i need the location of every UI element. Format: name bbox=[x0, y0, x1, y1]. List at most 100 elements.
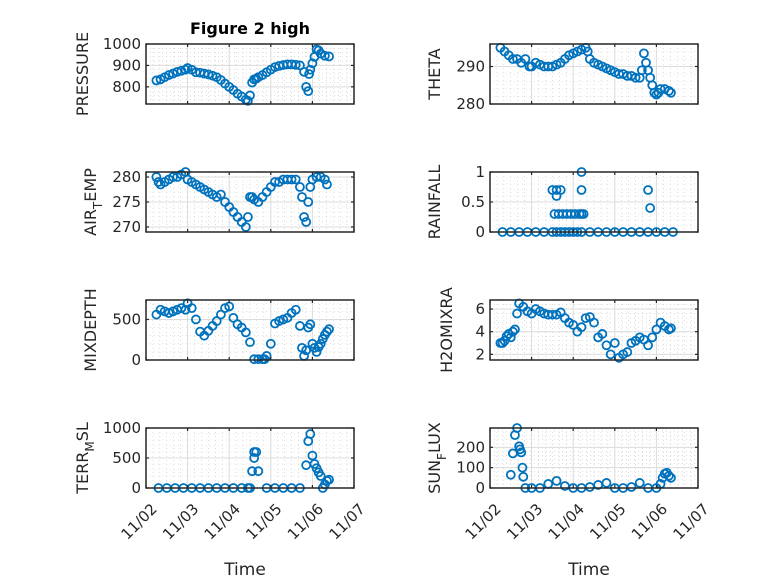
axes-box bbox=[145, 43, 355, 105]
data-point bbox=[551, 185, 562, 195]
subplot-h2omixra: 2 4 6 H2OMIXRA bbox=[437, 287, 699, 373]
data-point bbox=[651, 324, 662, 335]
data-point bbox=[645, 203, 656, 213]
subplot-air-temp: 270 275 280 AIRTEMP bbox=[81, 167, 355, 236]
data-point bbox=[666, 323, 676, 334]
data-point bbox=[243, 212, 253, 222]
data-point bbox=[643, 185, 653, 195]
data-point bbox=[605, 349, 616, 360]
x-tick-label: 11/05 bbox=[242, 500, 285, 543]
data-point bbox=[286, 174, 297, 185]
data-point bbox=[303, 86, 314, 97]
data-point bbox=[305, 64, 316, 75]
y-tick-label: 6 bbox=[475, 300, 485, 318]
subplot-terr-msl: 0 500 1000 TERRMSL 11/0211/0311/0411/0511/06… bbox=[73, 419, 369, 580]
data-point bbox=[601, 478, 612, 488]
data-point bbox=[203, 69, 214, 80]
y-tick-label: 1 bbox=[475, 163, 485, 181]
data-point bbox=[634, 478, 645, 488]
data-point bbox=[626, 482, 637, 492]
data-point bbox=[663, 85, 674, 96]
y-tick-label: 800 bbox=[112, 78, 141, 96]
data-point bbox=[251, 447, 262, 457]
y-tick-label: 290 bbox=[456, 58, 485, 76]
data-point bbox=[597, 329, 608, 339]
data-point bbox=[295, 182, 305, 192]
y-tick-label: 2 bbox=[475, 345, 485, 363]
y-axis-label: TERRMSL bbox=[73, 422, 97, 495]
data-point bbox=[576, 322, 587, 333]
data-point bbox=[290, 59, 301, 70]
y-tick-label: 1000 bbox=[103, 419, 141, 437]
data-point bbox=[265, 338, 276, 349]
y-tick-label: 4 bbox=[475, 323, 485, 341]
data-point bbox=[301, 217, 312, 227]
data-point bbox=[307, 58, 318, 69]
data-point bbox=[297, 192, 307, 202]
x-tick-label: 11/04 bbox=[545, 500, 588, 543]
data-point bbox=[270, 177, 280, 187]
y-axis-label: THETA bbox=[425, 48, 444, 100]
data-point bbox=[510, 324, 520, 335]
data-point bbox=[305, 319, 316, 330]
data-point bbox=[290, 174, 301, 185]
data-point bbox=[609, 338, 620, 348]
y-axis-label: SUNFLUX bbox=[425, 422, 449, 494]
y-tick-label: 900 bbox=[112, 56, 141, 74]
data-point bbox=[151, 75, 162, 86]
y-tick-label: 200 bbox=[456, 438, 485, 456]
data-point bbox=[168, 172, 178, 182]
y-tick-label: 100 bbox=[456, 459, 485, 477]
x-tick-label: 11/07 bbox=[325, 500, 368, 543]
x-axis-label: Time bbox=[567, 560, 610, 580]
y-axis-label: AIRTEMP bbox=[81, 168, 105, 236]
data-point bbox=[253, 466, 264, 477]
data-point bbox=[622, 347, 633, 357]
data-point bbox=[639, 48, 649, 59]
subplot-sun-flux: 0 100 200 SUNFLUX 11/0211/0311/0411/0511/061… bbox=[425, 422, 713, 580]
data-point bbox=[636, 65, 647, 76]
data-point bbox=[663, 470, 674, 481]
data-point bbox=[666, 472, 676, 483]
y-tick-label: 0 bbox=[475, 223, 485, 241]
y-tick-label: 0 bbox=[131, 351, 141, 369]
data-point bbox=[311, 172, 322, 182]
data-point bbox=[505, 469, 516, 480]
data-point bbox=[245, 90, 255, 101]
data-point bbox=[249, 453, 260, 463]
data-point bbox=[497, 338, 508, 348]
y-tick-label: 0 bbox=[475, 479, 485, 497]
data-point bbox=[580, 313, 591, 324]
data-point bbox=[305, 429, 316, 439]
x-tick-label: 11/06 bbox=[628, 500, 671, 543]
data-point bbox=[520, 54, 531, 64]
data-point bbox=[240, 327, 251, 338]
x-tick-label: 11/04 bbox=[201, 500, 244, 543]
axes-box bbox=[489, 43, 699, 105]
data-point bbox=[647, 332, 658, 343]
y-axis-label: MIXDEPTH bbox=[81, 288, 100, 371]
data-point bbox=[319, 174, 330, 185]
y-tick-label: 500 bbox=[112, 449, 141, 467]
y-axis-label: PRESSURE bbox=[73, 32, 92, 116]
y-tick-label: 0.5 bbox=[461, 193, 485, 211]
data-point bbox=[247, 192, 257, 202]
data-point bbox=[299, 66, 309, 77]
data-point bbox=[518, 471, 529, 482]
data-point bbox=[324, 51, 334, 62]
data-point bbox=[186, 303, 197, 314]
data-point bbox=[551, 191, 562, 201]
data-point bbox=[315, 338, 326, 349]
data-point bbox=[324, 474, 334, 485]
x-tick-label: 11/06 bbox=[284, 500, 327, 543]
data-point bbox=[322, 179, 332, 190]
data-point bbox=[151, 172, 162, 182]
data-point bbox=[643, 340, 653, 351]
y-tick-label: 0 bbox=[131, 479, 141, 497]
data-point bbox=[191, 314, 201, 325]
data-point bbox=[576, 185, 587, 195]
x-tick-label: 11/02 bbox=[117, 500, 160, 543]
subplot-theta: 280 290 THETA bbox=[425, 42, 699, 113]
data-point bbox=[507, 54, 518, 64]
x-tick-label: 11/03 bbox=[503, 500, 546, 543]
